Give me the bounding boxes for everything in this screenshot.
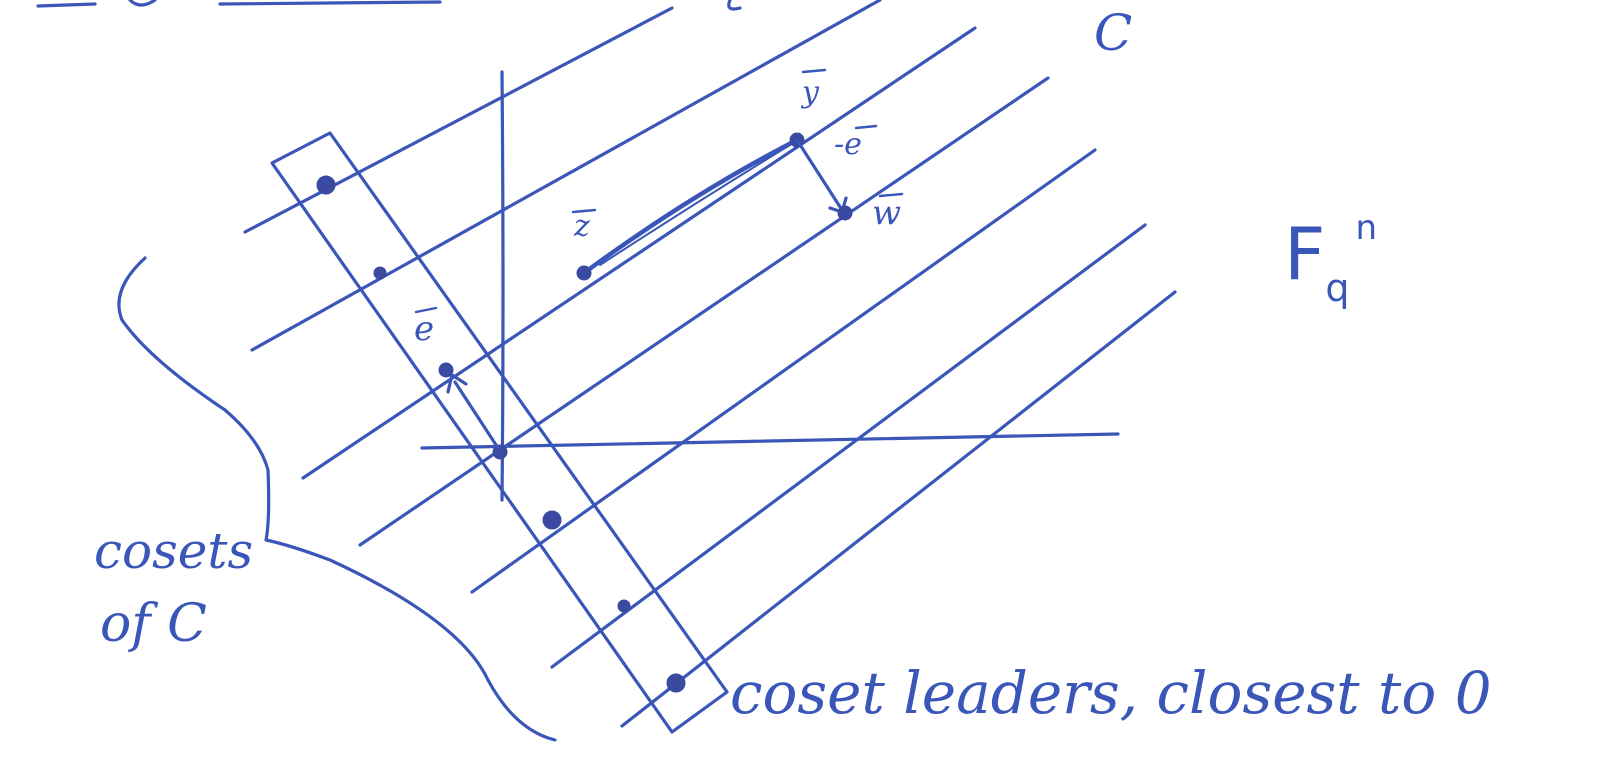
- code-label: C: [1094, 4, 1133, 62]
- axes: [420, 70, 1120, 502]
- cosets-label-line1: cosets: [94, 522, 254, 580]
- coset-leaders-label: coset leaders, closest to 0: [730, 659, 1492, 727]
- vector-e-label: e: [414, 309, 435, 349]
- space-superscript: n: [1355, 208, 1378, 248]
- cosets-brace: [117, 256, 557, 742]
- vector-arrows: [414, 68, 904, 314]
- vector-w-label: w: [872, 193, 902, 233]
- header-scribbles: [36, 0, 742, 11]
- space-letter: F: [1284, 212, 1326, 296]
- minus-e-label: -e: [834, 127, 862, 162]
- vector-y-label: y: [802, 75, 819, 110]
- space-label: Fqn: [1284, 211, 1377, 307]
- space-subscript: q: [1325, 266, 1350, 310]
- vector-z-label: z: [574, 209, 590, 244]
- minus-e-vector: [795, 138, 853, 221]
- z-y-segment: [576, 132, 805, 281]
- coset-leader-dots: [316, 175, 686, 693]
- horizontal-axis: [420, 432, 1120, 450]
- e-vector: [446, 373, 500, 450]
- cosets-label-line2: of C: [100, 594, 207, 654]
- vertical-axis: [500, 70, 505, 502]
- coset-lines: [243, 0, 1177, 728]
- coset-leader-box: [270, 131, 729, 734]
